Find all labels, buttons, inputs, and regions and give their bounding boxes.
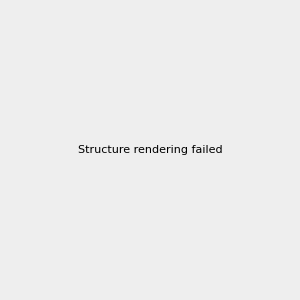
Text: Structure rendering failed: Structure rendering failed: [78, 145, 222, 155]
